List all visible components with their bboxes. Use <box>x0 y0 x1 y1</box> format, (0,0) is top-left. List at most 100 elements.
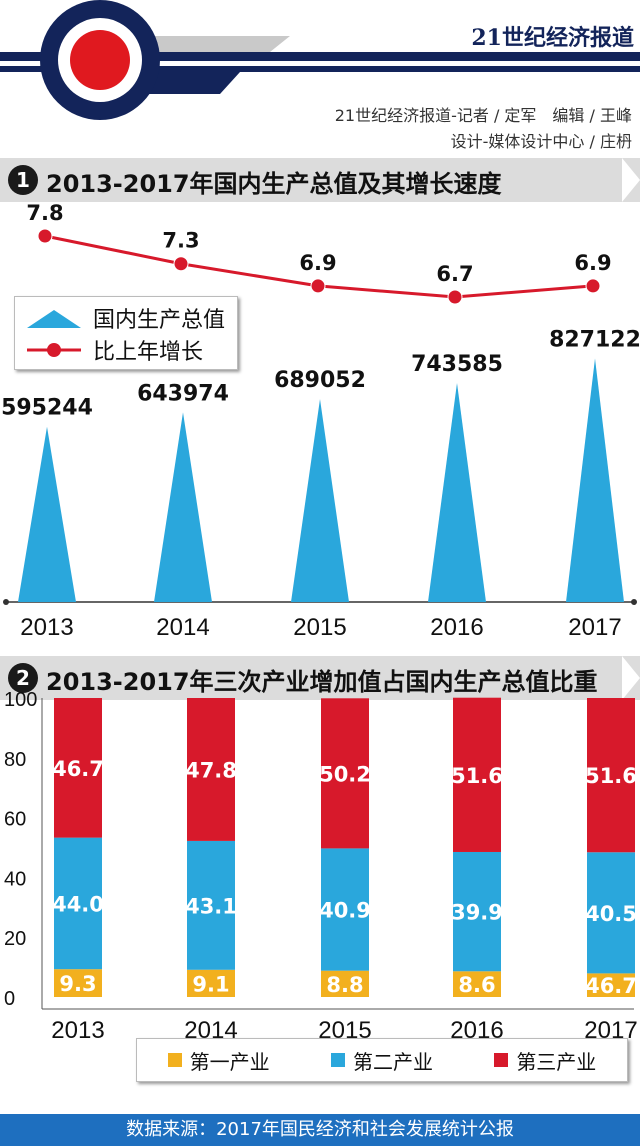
segment-value-label: 51.6 <box>585 764 637 788</box>
section2-number-badge: 2 <box>8 663 38 693</box>
stack-segment <box>54 969 102 997</box>
section1-title-bar: 1 2013-2017年国内生产总值及其增长速度 <box>0 158 640 202</box>
x-tick-label: 2013 <box>20 614 73 641</box>
x-tick-label: 2016 <box>450 1017 503 1040</box>
stack-segment <box>587 698 635 853</box>
x-axis-end-dot-right <box>631 599 637 605</box>
legend-label-primary: 第一产业 <box>189 1049 270 1074</box>
growth-point <box>585 278 601 294</box>
section2-title: 2013-2017年三次产业增加值占国内生产总值比重 <box>46 668 598 696</box>
segment-value-label: 39.9 <box>451 901 503 925</box>
legend-swatch-primary <box>167 1053 182 1067</box>
x-tick-label: 2014 <box>184 1017 237 1040</box>
y-tick-label: 80 <box>4 749 26 771</box>
growth-value-label: 6.9 <box>299 251 336 275</box>
stack-segment <box>453 851 501 972</box>
newspaper-logo <box>0 0 640 120</box>
growth-point <box>447 289 463 305</box>
growth-point <box>173 256 189 272</box>
gdp-triangle <box>154 412 212 602</box>
segment-value-label: 46.7 <box>52 757 104 781</box>
segment-value-label: 8.6 <box>458 973 495 997</box>
x-tick-label: 2017 <box>584 1017 637 1040</box>
section2-title-bar: 2 2013-2017年三次产业增加值占国内生产总值比重 <box>0 656 640 700</box>
section1-title: 2013-2017年国内生产总值及其增长速度 <box>46 170 502 198</box>
growth-value-label: 6.7 <box>436 262 473 286</box>
segment-value-label: 43.1 <box>185 894 237 918</box>
segment-value-label: 46.7 <box>585 974 637 998</box>
gdp-triangle <box>566 358 624 602</box>
growth-value-label: 7.8 <box>26 201 63 225</box>
segment-value-label: 9.3 <box>59 972 96 996</box>
stack-segment <box>453 697 501 852</box>
stack-segment <box>187 840 235 970</box>
logo-stripe-bottom <box>0 66 640 72</box>
growth-point <box>37 228 53 244</box>
legend-label-gdp: 国内生产总值 <box>93 308 226 333</box>
section1-number-badge: 1 <box>8 165 38 195</box>
legend-item-tertiary: 第三产业 <box>494 1046 596 1075</box>
section2-arrow-icon <box>622 656 640 700</box>
growth-value-label: 6.9 <box>574 251 611 275</box>
stack-segment <box>587 973 635 997</box>
x-tick-label: 2014 <box>156 614 209 641</box>
y-tick-label: 60 <box>4 809 26 831</box>
y-tick-label: 100 <box>4 690 37 711</box>
x-tick-label: 2015 <box>318 1017 371 1040</box>
legend-swatch-secondary <box>330 1053 345 1067</box>
credit-line-2: 设计-媒体设计中心 / 庄枬 <box>450 132 632 151</box>
legend-item-secondary: 第二产业 <box>330 1046 433 1075</box>
x-tick-label: 2017 <box>568 614 621 641</box>
segment-value-label: 51.6 <box>451 764 503 788</box>
gdp-value-label: 643974 <box>137 381 229 406</box>
gdp-value-label: 595244 <box>1 396 93 421</box>
legend-item-primary: 第一产业 <box>167 1046 270 1075</box>
credit-line-1: 21世纪经济报道-记者 / 定军 编辑 / 王峰 <box>334 106 632 125</box>
stack-segment <box>587 852 635 974</box>
segment-value-label: 50.2 <box>319 762 371 786</box>
legend-swatch-tertiary <box>494 1053 509 1067</box>
growth-point <box>310 278 326 294</box>
stack-segment <box>321 970 369 997</box>
gdp-chart: 595244 643974 689052 743585 827122 2013 2014 20… <box>1 201 640 641</box>
x-tick-label: 2013 <box>51 1017 104 1040</box>
legend-line-dot-icon <box>27 343 81 357</box>
x-tick-label: 2015 <box>293 614 346 641</box>
gdp-triangle <box>291 399 349 602</box>
gdp-triangle <box>18 426 76 602</box>
segment-value-label: 9.1 <box>192 972 229 996</box>
gdp-triangle <box>428 383 486 602</box>
legend-label-tertiary: 第三产业 <box>516 1049 597 1074</box>
data-source-footer: 数据来源：2017年国民经济和社会发展统计公报 <box>0 1114 640 1146</box>
logo-stripe-top <box>0 52 640 61</box>
section1-arrow-icon <box>622 158 640 202</box>
growth-value-label: 7.3 <box>162 229 199 253</box>
stack-segment <box>187 698 235 841</box>
brand-name: 21世纪经济报道 <box>471 25 634 51</box>
stack-segment <box>54 698 102 838</box>
stack-segment <box>321 698 369 849</box>
gdp-value-label: 743585 <box>411 352 503 377</box>
x-tick-label: 2016 <box>430 614 483 641</box>
segment-value-label: 47.8 <box>185 758 237 782</box>
stack-segment <box>453 971 501 997</box>
legend-triangle-icon <box>27 310 81 328</box>
stack-segment <box>321 848 369 971</box>
legend-label-growth: 比上年增长 <box>93 340 204 365</box>
gdp-value-label: 689052 <box>274 368 366 393</box>
legend-label-secondary: 第二产业 <box>352 1049 433 1074</box>
legend-item-gdp: 国内生产总值 <box>27 303 225 333</box>
industry-chart-legend: 第一产业 第二产业 第三产业 <box>136 1038 628 1082</box>
gdp-chart-legend: 国内生产总值 比上年增长 <box>14 296 238 370</box>
stack-segment <box>54 837 102 970</box>
y-tick-label: 0 <box>4 988 15 1010</box>
x-axis-end-dot-left <box>3 599 9 605</box>
gdp-value-label: 827122 <box>549 327 640 352</box>
segment-value-label: 40.9 <box>319 899 371 923</box>
segment-value-label: 40.5 <box>585 902 637 926</box>
segment-value-label: 8.8 <box>326 973 363 997</box>
legend-item-growth: 比上年增长 <box>27 335 203 365</box>
logo-roundel-center <box>70 30 130 90</box>
segment-value-label: 44.0 <box>52 892 104 916</box>
y-tick-label: 40 <box>4 868 26 890</box>
